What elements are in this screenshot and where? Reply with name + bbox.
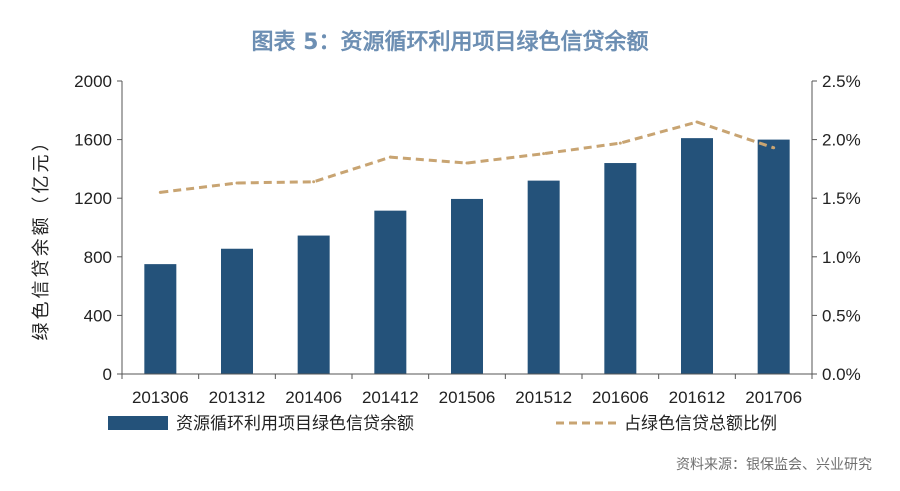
y-tick-label: 1200 bbox=[74, 189, 112, 208]
legend-label-bar: 资源循环利用项目绿色信贷余额 bbox=[176, 414, 414, 434]
y-tick-label: 0 bbox=[103, 365, 112, 384]
bar-201312 bbox=[221, 248, 253, 374]
x-tick-label: 201606 bbox=[592, 388, 649, 407]
y2-tick-label: 2.0% bbox=[822, 131, 861, 150]
bar-201512 bbox=[527, 180, 560, 374]
x-tick-label: 201612 bbox=[669, 388, 726, 407]
bar-201606 bbox=[604, 163, 637, 374]
ratio-point-201612 bbox=[695, 120, 699, 124]
x-tick-label: 201706 bbox=[745, 388, 802, 407]
bar-201306 bbox=[144, 264, 177, 374]
legend-label-line: 占绿色信贷总额比例 bbox=[624, 414, 777, 434]
ratio-point-201606 bbox=[618, 141, 622, 145]
bar-201406 bbox=[297, 235, 330, 374]
x-tick-label: 201412 bbox=[362, 388, 419, 407]
ratio-point-201412 bbox=[388, 155, 392, 159]
y-tick-label: 400 bbox=[84, 306, 112, 325]
x-tick-label: 201406 bbox=[285, 388, 342, 407]
y-tick-label: 2000 bbox=[74, 72, 112, 91]
y-tick-label: 800 bbox=[84, 248, 112, 267]
ratio-point-201312 bbox=[235, 181, 239, 185]
bar-201706 bbox=[757, 139, 790, 374]
legend-swatch-bar bbox=[108, 416, 168, 430]
ratio-point-201512 bbox=[542, 152, 546, 156]
y2-tick-label: 0.0% bbox=[822, 365, 861, 384]
y-tick-label: 1600 bbox=[74, 131, 112, 150]
x-tick-label: 201306 bbox=[132, 388, 189, 407]
bar-201612 bbox=[681, 138, 713, 374]
bar-201412 bbox=[374, 210, 407, 374]
ratio-point-201706 bbox=[772, 146, 776, 150]
ratio-point-201506 bbox=[465, 161, 469, 165]
x-tick-label: 201512 bbox=[515, 388, 572, 407]
y2-tick-label: 0.5% bbox=[822, 306, 861, 325]
chart-title: 图表 5：资源循环利用项目绿色信贷余额 bbox=[251, 30, 649, 55]
source-note: 资料来源：银保监会、兴业研究 bbox=[676, 457, 872, 473]
y2-tick-label: 2.5% bbox=[822, 72, 861, 91]
y-axis-title: 绿色信贷余额（亿元） bbox=[31, 131, 52, 341]
y2-tick-label: 1.5% bbox=[822, 189, 861, 208]
ratio-point-201406 bbox=[312, 180, 316, 184]
x-tick-label: 201312 bbox=[209, 388, 266, 407]
y2-tick-label: 1.0% bbox=[822, 248, 861, 267]
ratio-point-201306 bbox=[158, 190, 162, 194]
bar-201506 bbox=[451, 198, 483, 374]
x-tick-label: 201506 bbox=[439, 388, 496, 407]
